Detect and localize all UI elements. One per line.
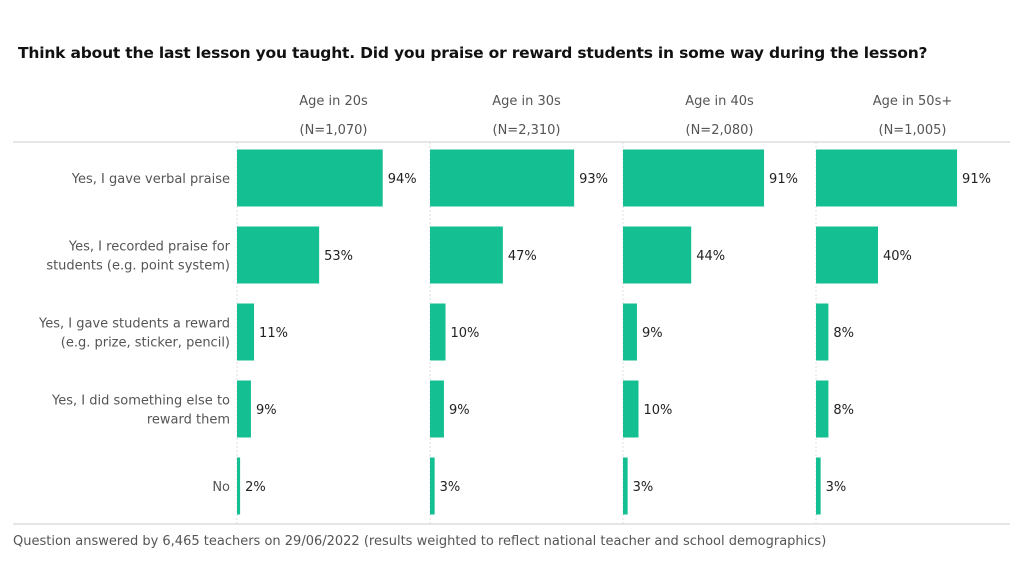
data-label: 44% <box>696 249 725 264</box>
data-label: 3% <box>633 480 654 495</box>
category-label: reward them <box>147 413 230 428</box>
panel-label: Age in 20s <box>299 94 368 109</box>
data-label: 91% <box>769 172 798 187</box>
bar <box>816 226 878 284</box>
category-label: Yes, I recorded praise for <box>68 240 231 255</box>
bar <box>816 380 829 438</box>
bar <box>816 149 958 207</box>
data-label: 3% <box>826 480 847 495</box>
bar <box>816 303 829 361</box>
category-label: (e.g. prize, sticker, pencil) <box>61 336 230 351</box>
panel-n: (N=2,080) <box>686 123 754 138</box>
data-label: 47% <box>508 249 537 264</box>
footnote: Question answered by 6,465 teachers on 2… <box>13 534 827 549</box>
panel-n: (N=2,310) <box>493 123 561 138</box>
data-label: 8% <box>833 326 854 341</box>
data-label: 10% <box>644 403 673 418</box>
data-label: 9% <box>256 403 277 418</box>
panel-label: Age in 40s <box>685 94 754 109</box>
panel-n: (N=1,070) <box>300 123 368 138</box>
bar <box>237 149 383 207</box>
bar <box>237 226 320 284</box>
category-label: students (e.g. point system) <box>46 259 230 274</box>
category-label: Yes, I did something else to <box>51 394 230 409</box>
bar <box>430 226 503 284</box>
data-label: 93% <box>579 172 608 187</box>
bar <box>237 457 241 515</box>
category-label: Yes, I gave verbal praise <box>71 172 230 187</box>
data-label: 40% <box>883 249 912 264</box>
panel-n: (N=1,005) <box>879 123 947 138</box>
bar <box>430 457 435 515</box>
data-label: 91% <box>962 172 991 187</box>
data-label: 10% <box>451 326 480 341</box>
bar <box>623 149 765 207</box>
data-label: 94% <box>388 172 417 187</box>
data-label: 9% <box>642 326 663 341</box>
panel-label: Age in 30s <box>492 94 561 109</box>
bar <box>237 303 255 361</box>
category-label: No <box>212 480 230 495</box>
bar <box>430 303 446 361</box>
data-label: 8% <box>833 403 854 418</box>
bar <box>623 303 637 361</box>
bar <box>430 149 575 207</box>
data-label: 2% <box>245 480 266 495</box>
data-label: 53% <box>324 249 353 264</box>
data-label: 11% <box>259 326 288 341</box>
bar <box>623 457 628 515</box>
chart-title: Think about the last lesson you taught. … <box>18 44 928 62</box>
bar <box>237 380 251 438</box>
data-label: 9% <box>449 403 470 418</box>
panel-label: Age in 50s+ <box>873 94 952 109</box>
bar <box>430 380 444 438</box>
bar <box>623 380 639 438</box>
bar <box>623 226 692 284</box>
category-label: Yes, I gave students a reward <box>38 317 230 332</box>
data-label: 3% <box>440 480 461 495</box>
bar <box>816 457 821 515</box>
